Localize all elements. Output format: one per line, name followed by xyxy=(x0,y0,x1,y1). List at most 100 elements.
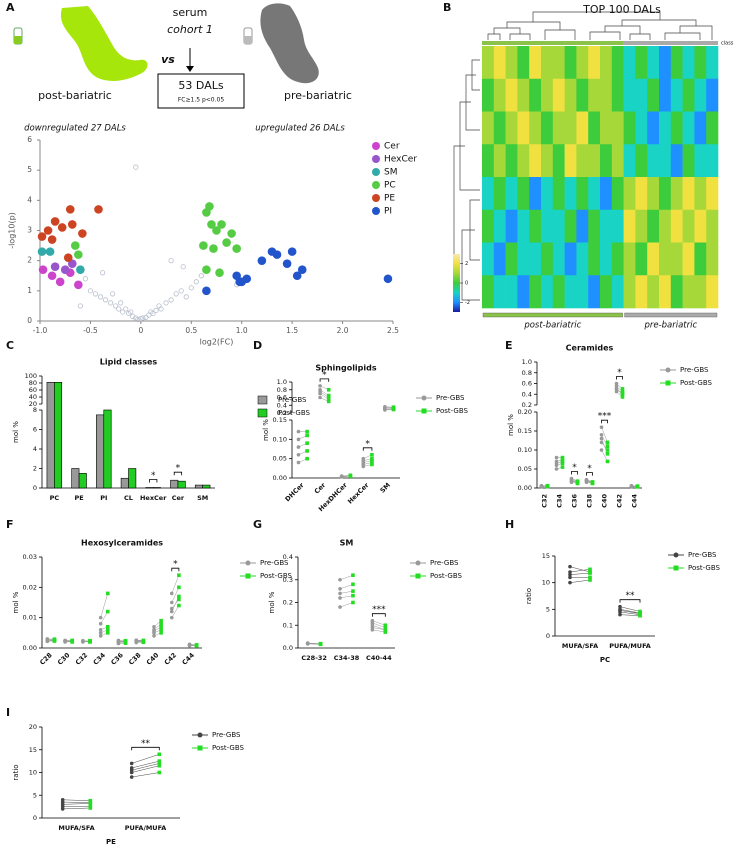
data-point xyxy=(153,307,159,314)
heatmap-cell xyxy=(670,177,683,211)
legend-marker xyxy=(372,155,380,163)
data-point xyxy=(63,253,73,262)
data-point xyxy=(116,306,122,312)
data-point xyxy=(157,770,162,775)
heatmap-cell xyxy=(694,144,707,178)
data-point xyxy=(305,433,309,438)
heatmap-cell xyxy=(670,209,683,243)
y-tick-label: 0.2 xyxy=(522,401,532,409)
x-tick-label: 0 xyxy=(138,326,143,335)
heatmap-cell xyxy=(682,275,695,309)
panel-letter: D xyxy=(253,339,262,352)
heatmap-cell xyxy=(541,46,554,80)
heatmap-cell xyxy=(588,144,601,178)
bar xyxy=(170,479,179,489)
data-point xyxy=(287,247,297,256)
data-point xyxy=(113,303,119,309)
heatmap-cell xyxy=(659,209,672,243)
significance-bracket xyxy=(131,746,160,751)
y-tick-label: 0.05 xyxy=(273,455,287,463)
heatmap-cell xyxy=(505,177,518,211)
heatmap-cell xyxy=(682,242,695,276)
data-point xyxy=(108,300,114,306)
significance-label: * xyxy=(365,439,370,449)
legend-label: Post-GBS xyxy=(278,409,311,417)
heatmap-cell xyxy=(482,78,495,112)
heatmap-cell xyxy=(482,46,495,80)
bar xyxy=(177,480,186,489)
data-point xyxy=(338,591,342,596)
heatmap-cell xyxy=(564,275,577,309)
data-point xyxy=(198,273,204,279)
y-tick-label: 0.20 xyxy=(518,408,532,416)
data-point xyxy=(180,264,186,270)
data-point xyxy=(620,395,625,399)
y-tick-label: 0.2 xyxy=(283,599,293,607)
data-point xyxy=(88,640,92,644)
heatmap-cell xyxy=(600,111,613,145)
y-tick-label: 5 xyxy=(33,791,37,799)
data-point xyxy=(110,291,116,297)
bar xyxy=(46,381,55,489)
data-point xyxy=(150,310,156,317)
data-point xyxy=(305,456,309,461)
heatmap-cell xyxy=(588,242,601,276)
y-tick-label: 1.0 xyxy=(522,358,532,366)
heatmap-cell xyxy=(576,242,589,276)
heatmap-cell xyxy=(505,209,518,243)
legend-swatch xyxy=(257,408,268,418)
data-point xyxy=(370,453,374,457)
legend-marker xyxy=(372,168,380,176)
colorbar-label: -2 xyxy=(465,300,470,306)
heatmap-cell xyxy=(505,46,518,80)
x-tick-label: HexCer xyxy=(346,481,371,506)
x-tick-label: -0.5 xyxy=(83,326,98,335)
heatmap-cell xyxy=(611,111,624,145)
x-tick-label: C38 xyxy=(586,494,594,508)
heatmap-cell xyxy=(482,144,495,178)
data-point xyxy=(326,399,331,404)
data-point xyxy=(177,594,181,599)
significance-label: * xyxy=(587,464,592,474)
heatmap-cell xyxy=(600,275,613,309)
up-label: upregulated 26 DALs xyxy=(255,124,345,134)
heatmap-cell xyxy=(635,275,648,309)
data-point xyxy=(318,642,323,646)
pair-line xyxy=(372,625,386,631)
x-tick-label: HexCer xyxy=(140,494,167,502)
pair-line xyxy=(339,574,354,580)
heatmap-cell xyxy=(694,275,707,309)
data-point xyxy=(207,220,216,229)
legend-label: Pre-GBS xyxy=(260,559,289,567)
data-point xyxy=(99,270,106,276)
data-point xyxy=(618,612,622,617)
bar xyxy=(128,468,137,489)
data-point xyxy=(539,484,544,489)
data-point xyxy=(605,452,610,456)
significance-bracket xyxy=(171,567,180,572)
x-tick-label: C38 xyxy=(127,651,143,667)
data-point xyxy=(599,425,604,430)
data-point xyxy=(227,229,236,238)
chart-title: TOP 100 DALs xyxy=(582,3,661,16)
data-point xyxy=(391,406,396,410)
pair-line xyxy=(372,622,386,628)
data-point xyxy=(635,484,640,489)
y-tick-label: 15 xyxy=(29,746,37,754)
data-point xyxy=(560,459,565,464)
significance-label: *** xyxy=(372,605,386,615)
data-point xyxy=(554,461,559,466)
legend-marker xyxy=(665,380,671,386)
x-tick-label: 1.5 xyxy=(286,326,298,335)
data-point xyxy=(205,202,214,211)
x-tick-label: PUFA/MUFA xyxy=(125,824,167,832)
heatmap-cell xyxy=(552,78,565,112)
data-point xyxy=(318,384,322,388)
data-point xyxy=(98,631,103,635)
data-point xyxy=(159,621,163,626)
data-point xyxy=(177,573,181,577)
data-point xyxy=(242,274,252,284)
x-tick-label: C28-32 xyxy=(301,654,327,662)
legend-label: Post-GBS xyxy=(688,564,721,572)
data-point xyxy=(588,567,592,572)
